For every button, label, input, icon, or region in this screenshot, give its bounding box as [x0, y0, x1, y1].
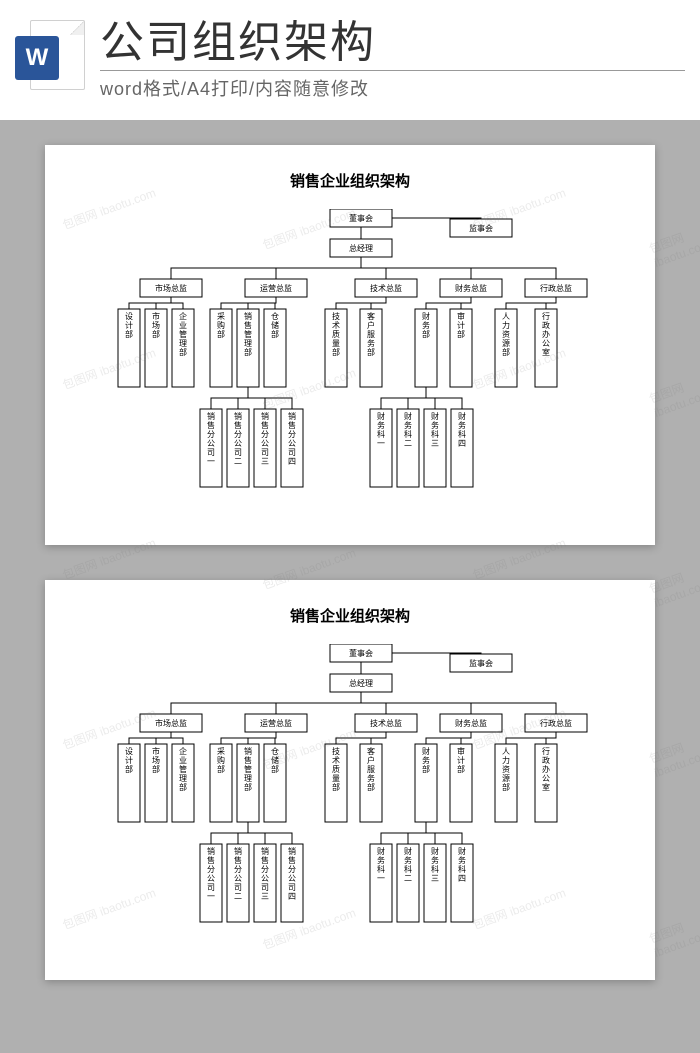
svg-text:财务部: 财务部	[422, 311, 430, 339]
svg-text:总经理: 总经理	[349, 678, 373, 688]
svg-text:销售分公司四: 销售分公司四	[288, 411, 296, 466]
svg-text:总经理: 总经理	[349, 243, 373, 253]
svg-text:设计部: 设计部	[125, 746, 133, 774]
svg-text:技术质量部: 技术质量部	[332, 311, 340, 357]
svg-text:监事会: 监事会	[469, 223, 493, 233]
svg-text:财务科三: 财务科三	[431, 411, 439, 448]
svg-text:人力资源部: 人力资源部	[502, 747, 510, 792]
svg-text:销售分公司一: 销售分公司一	[207, 411, 215, 466]
svg-text:财务科二: 财务科二	[404, 411, 412, 448]
svg-text:技术质量部: 技术质量部	[332, 746, 340, 792]
svg-text:财务科四: 财务科四	[458, 411, 466, 448]
svg-text:销售管理部: 销售管理部	[244, 746, 252, 792]
svg-text:企业管理部: 企业管理部	[179, 746, 187, 792]
svg-text:市场部: 市场部	[152, 311, 160, 339]
svg-text:审计部: 审计部	[457, 746, 465, 774]
svg-text:财务总监: 财务总监	[455, 718, 487, 728]
svg-text:财务总监: 财务总监	[455, 283, 487, 293]
svg-text:市场总监: 市场总监	[155, 718, 187, 728]
word-badge-letter: W	[15, 36, 59, 80]
svg-text:客户服务部: 客户服务部	[367, 311, 375, 357]
svg-text:技术总监: 技术总监	[370, 283, 402, 293]
svg-text:财务科二: 财务科二	[404, 846, 412, 883]
svg-text:客户服务部: 客户服务部	[367, 746, 375, 792]
svg-text:董事会: 董事会	[349, 213, 373, 223]
header-title: 公司组织架构	[100, 19, 685, 70]
svg-text:运营总监: 运营总监	[260, 718, 292, 728]
svg-text:技术总监: 技术总监	[370, 718, 402, 728]
svg-text:销售管理部: 销售管理部	[244, 311, 252, 357]
preview-stage: 销售企业组织架构 董事会监事会总经理市场总监运营总监技术总监财务总监行政总监设计…	[0, 120, 700, 1040]
svg-text:行政办公室: 行政办公室	[542, 311, 550, 357]
header-text: 公司组织架构 word格式/A4打印/内容随意修改	[100, 19, 685, 100]
svg-text:销售分公司三: 销售分公司三	[261, 411, 269, 466]
svg-text:市场总监: 市场总监	[155, 283, 187, 293]
svg-text:行政总监: 行政总监	[540, 283, 572, 293]
header-bar: W 公司组织架构 word格式/A4打印/内容随意修改	[0, 0, 700, 120]
org-chart-title: 销售企业组织架构	[75, 170, 625, 191]
org-chart-title-2: 销售企业组织架构	[75, 605, 625, 626]
svg-text:企业管理部: 企业管理部	[179, 311, 187, 357]
svg-text:采购部: 采购部	[217, 746, 225, 774]
svg-text:仓储部: 仓储部	[271, 746, 279, 774]
svg-text:销售分公司三: 销售分公司三	[261, 846, 269, 901]
svg-text:仓储部: 仓储部	[271, 311, 279, 339]
svg-text:行政办公室: 行政办公室	[542, 746, 550, 792]
org-chart-svg-2: 董事会监事会总经理市场总监 运营总监 技术总监 财务总监 行政总监设计部 市场部 企业管理部…	[100, 644, 600, 944]
svg-text:销售分公司四: 销售分公司四	[288, 846, 296, 901]
header-subtitle: word格式/A4打印/内容随意修改	[100, 75, 685, 101]
svg-text:销售分公司一: 销售分公司一	[207, 846, 215, 901]
document-page-1: 销售企业组织架构 董事会监事会总经理市场总监 运营总监 技术总监 财务总监 行政总监设计…	[45, 145, 655, 545]
document-page-2: 销售企业组织架构 董事会监事会总经理市场总监 运营总监 技术总监 财务总监 行政总监设计…	[45, 580, 655, 980]
svg-text:行政总监: 行政总监	[540, 718, 572, 728]
svg-text:财务科四: 财务科四	[458, 846, 466, 883]
svg-text:财务科一: 财务科一	[377, 411, 385, 448]
svg-text:运营总监: 运营总监	[260, 283, 292, 293]
svg-text:市场部: 市场部	[152, 746, 160, 774]
svg-text:监事会: 监事会	[469, 658, 493, 668]
svg-text:销售分公司二: 销售分公司二	[234, 411, 242, 466]
svg-text:销售分公司二: 销售分公司二	[234, 846, 242, 901]
svg-text:财务部: 财务部	[422, 746, 430, 774]
svg-text:审计部: 审计部	[457, 311, 465, 339]
svg-text:设计部: 设计部	[125, 311, 133, 339]
svg-text:采购部: 采购部	[217, 311, 225, 339]
svg-text:董事会: 董事会	[349, 648, 373, 658]
org-chart-svg-1: 董事会监事会总经理市场总监 运营总监 技术总监 财务总监 行政总监设计部 市场部 企业管理部…	[100, 209, 600, 509]
svg-text:财务科一: 财务科一	[377, 846, 385, 883]
word-icon: W	[15, 20, 85, 100]
svg-text:人力资源部: 人力资源部	[502, 312, 510, 357]
svg-text:财务科三: 财务科三	[431, 846, 439, 883]
